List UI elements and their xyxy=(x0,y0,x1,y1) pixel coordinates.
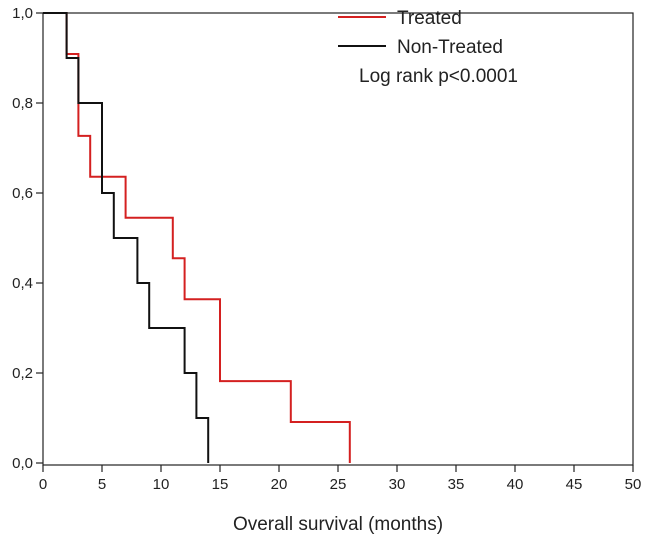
y-tick-label: 0,8 xyxy=(12,95,33,112)
x-tick-label: 15 xyxy=(212,476,229,493)
x-tick-label: 50 xyxy=(625,476,642,493)
y-tick-label: 0,6 xyxy=(12,185,33,202)
y-tick-label: 0,0 xyxy=(12,455,33,472)
x-tick-label: 0 xyxy=(39,476,47,493)
x-tick-label: 35 xyxy=(448,476,465,493)
x-tick-label: 5 xyxy=(98,476,106,493)
y-tick-label: 0,2 xyxy=(12,365,33,382)
legend: Treated Non-Treated xyxy=(338,8,503,58)
legend-label-non-treated: Non-Treated xyxy=(397,37,503,58)
series-line-non-treated xyxy=(43,12,210,463)
y-axis-ticks: 0,0 0,2 0,4 0,6 0,8 1,0 xyxy=(12,5,43,472)
log-rank-annotation: Log rank p<0.0001 xyxy=(359,66,518,87)
x-tick-label: 10 xyxy=(153,476,170,493)
x-axis-label: Overall survival (months) xyxy=(233,514,443,535)
x-tick-label: 45 xyxy=(566,476,583,493)
x-axis-ticks: 0 5 10 15 20 25 30 35 40 45 50 xyxy=(39,465,642,493)
series-line-treated xyxy=(43,12,351,463)
y-tick-label: 0,4 xyxy=(12,275,33,292)
x-tick-label: 25 xyxy=(330,476,347,493)
series-layer xyxy=(43,12,351,463)
legend-label-treated: Treated xyxy=(397,8,462,29)
x-tick-label: 20 xyxy=(271,476,288,493)
x-tick-label: 30 xyxy=(389,476,406,493)
x-tick-label: 40 xyxy=(507,476,524,493)
y-tick-label: 1,0 xyxy=(12,5,33,22)
